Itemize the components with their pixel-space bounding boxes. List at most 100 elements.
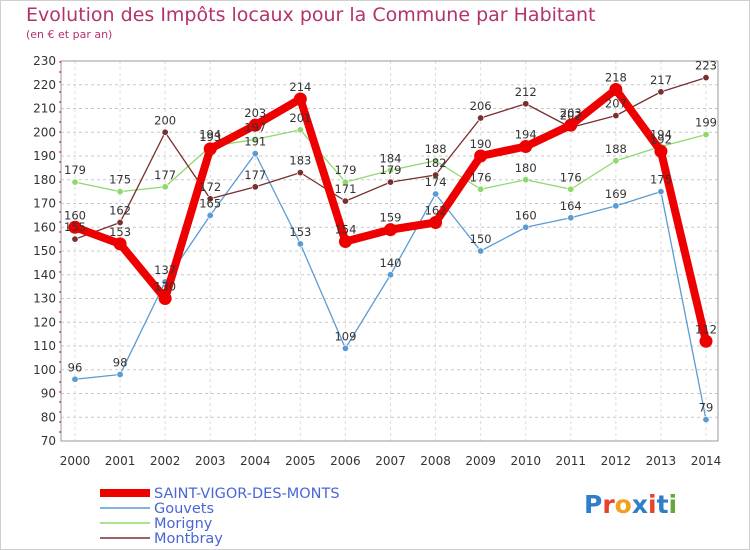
data-point: [206, 195, 214, 203]
y-tick-label: 80: [41, 410, 56, 424]
data-point: [68, 220, 82, 234]
x-tick-label: 2004: [240, 454, 271, 468]
data-label: 179: [380, 163, 402, 177]
data-point: [522, 176, 530, 184]
logo-letter: r: [602, 490, 615, 519]
y-tick-label: 110: [33, 339, 56, 353]
data-point: [341, 197, 349, 205]
logo-letter: i: [648, 490, 657, 519]
data-label: 200: [154, 113, 176, 127]
data-label: 182: [425, 156, 447, 170]
data-label: 183: [289, 154, 311, 168]
data-label: 79: [699, 401, 714, 415]
data-label: 193: [199, 130, 221, 144]
data-label: 197: [244, 120, 266, 134]
y-tick-label: 140: [33, 268, 56, 282]
data-point: [564, 118, 578, 132]
data-point: [161, 183, 169, 191]
data-label: 112: [695, 322, 717, 336]
x-tick-label: 2010: [510, 454, 541, 468]
data-point: [206, 211, 214, 219]
data-point: [699, 334, 713, 348]
data-label: 109: [334, 329, 356, 343]
data-label: 201: [289, 111, 311, 125]
x-tick-label: 2008: [420, 454, 451, 468]
data-label: 212: [515, 85, 537, 99]
data-label: 165: [199, 196, 221, 210]
data-label: 180: [515, 161, 537, 175]
data-label: 160: [64, 208, 86, 222]
data-point: [386, 178, 394, 186]
data-label: 177: [154, 168, 176, 182]
data-label: 192: [650, 132, 672, 146]
data-point: [567, 185, 575, 193]
x-tick-label: 2009: [465, 454, 496, 468]
y-tick-label: 150: [33, 244, 56, 258]
data-label: 199: [695, 116, 717, 130]
data-point: [429, 216, 443, 229]
y-tick-label: 230: [33, 54, 56, 68]
legend-label: Montbray: [154, 531, 223, 547]
data-point: [386, 166, 394, 174]
y-tick-label: 190: [33, 149, 56, 163]
data-point: [432, 190, 440, 198]
data-label: 160: [515, 208, 537, 222]
data-label: 155: [64, 220, 86, 234]
data-label: 162: [425, 204, 447, 218]
data-point: [612, 157, 620, 165]
logo-letter: x: [631, 490, 648, 519]
data-label: 137: [154, 263, 176, 277]
data-point: [657, 188, 665, 196]
data-label: 191: [244, 135, 266, 149]
data-point: [251, 183, 259, 191]
data-point: [248, 118, 262, 132]
data-point: [384, 223, 397, 237]
plot-area: [60, 60, 719, 442]
data-label: 188: [425, 142, 447, 156]
data-label: 150: [470, 232, 492, 246]
data-label: 171: [334, 182, 356, 196]
data-point: [296, 240, 304, 248]
data-label: 207: [605, 97, 627, 111]
y-tick-label: 210: [33, 102, 56, 116]
data-label: 130: [154, 280, 176, 294]
data-label: 217: [650, 73, 672, 87]
data-point: [432, 157, 440, 165]
data-label: 153: [289, 225, 311, 239]
data-point: [116, 370, 124, 378]
x-tick-label: 2001: [105, 454, 136, 468]
logo-letter: o: [614, 490, 632, 519]
logo-letter: t: [656, 490, 669, 519]
y-tick-label: 160: [33, 220, 56, 234]
legend-label: Morigny: [154, 516, 213, 532]
data-label: 172: [199, 180, 221, 194]
data-label: 203: [560, 106, 582, 120]
data-point: [702, 131, 710, 139]
data-label: 169: [605, 187, 627, 201]
data-label: 159: [380, 211, 402, 225]
data-label: 176: [560, 170, 582, 184]
y-tick-label: 170: [33, 197, 56, 211]
data-point: [338, 235, 352, 248]
data-label: 214: [289, 80, 311, 94]
y-tick-label: 200: [33, 125, 56, 139]
data-label: 177: [244, 168, 266, 182]
data-point: [161, 128, 169, 136]
data-point: [341, 178, 349, 186]
logo-letter: P: [584, 490, 603, 519]
data-point: [341, 344, 349, 352]
data-point: [522, 100, 530, 108]
data-point: [203, 142, 217, 156]
data-point: [116, 188, 124, 196]
data-point: [432, 171, 440, 179]
logo-letter: i: [668, 490, 678, 519]
data-point: [71, 375, 79, 383]
data-point: [702, 74, 710, 82]
y-tick-label: 130: [33, 292, 56, 306]
data-label: 176: [470, 170, 492, 184]
data-point: [522, 223, 530, 231]
y-tick-label: 90: [41, 387, 56, 401]
y-tick-label: 180: [33, 173, 56, 187]
proxiti-logo: Proxiti: [584, 490, 677, 519]
